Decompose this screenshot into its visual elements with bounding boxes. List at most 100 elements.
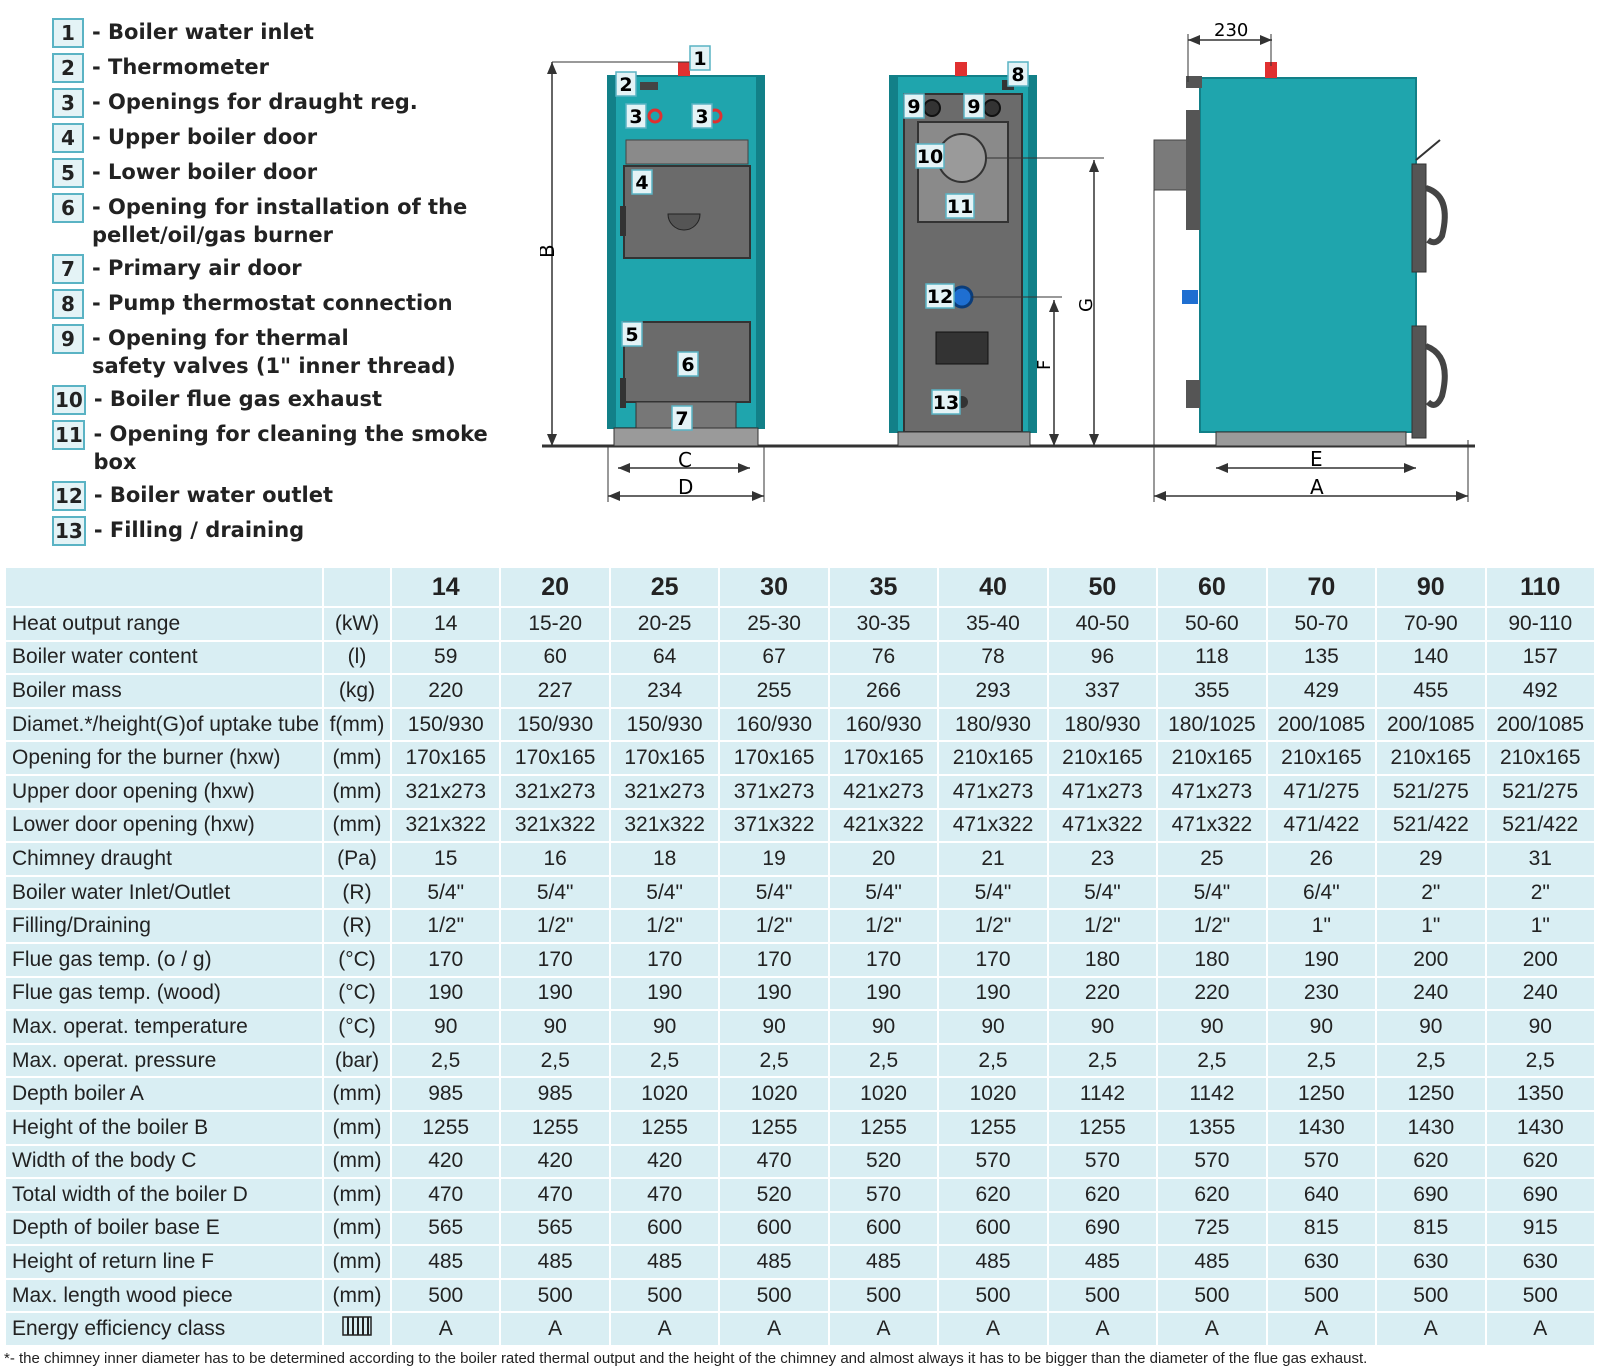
row-label: Filling/Draining [6, 910, 322, 942]
model-header: 60 [1158, 568, 1266, 606]
legend-text: - Thermometer [92, 55, 269, 79]
row-label: Upper door opening (hxw) [6, 775, 322, 808]
row-unit: (mm) [324, 775, 390, 808]
legend-text: - Upper boiler door [92, 125, 318, 149]
table-cell: 60 [501, 641, 609, 674]
table-cell: 5/4" [720, 876, 828, 909]
table-cell: A [939, 1313, 1047, 1346]
table-row: Flue gas temp. (o / g) (°C) 170 170 170 170 17… [6, 943, 1594, 976]
table-cell: 190 [829, 977, 938, 1010]
legend-text: - Boiler flue gas exhaust [93, 387, 383, 411]
table-cell: 1250 [1267, 1078, 1376, 1110]
legend-number: 11 [52, 420, 86, 450]
table-cell: 90 [939, 1011, 1047, 1043]
row-label: Width of the body C [6, 1145, 322, 1178]
legend-text: - Openings for draught reg. [92, 90, 418, 114]
callout-tag: 2 [615, 71, 637, 97]
table-cell: 5/4" [939, 876, 1047, 909]
table-cell: 421x273 [829, 775, 938, 808]
table-cell: 485 [829, 1246, 938, 1278]
table-cell: 220 [1158, 977, 1266, 1010]
callout-number: 9 [907, 96, 920, 118]
legend-item: 2 - Thermometer [52, 53, 532, 83]
table-cell: 620 [1048, 1179, 1157, 1211]
table-cell: 371x273 [720, 775, 828, 808]
table-cell: 14 [392, 608, 500, 640]
callout-number: 4 [635, 172, 648, 194]
legend-number: 4 [52, 123, 84, 153]
table-cell: A [720, 1313, 828, 1346]
table-cell: 190 [720, 977, 828, 1010]
callout-tag: 3 [691, 103, 713, 129]
legend-item: 6 - Opening for installation of the pelle… [52, 193, 532, 249]
row-label: Total width of the boiler D [6, 1179, 322, 1211]
table-cell: 140 [1377, 641, 1485, 674]
row-label: Flue gas temp. (o / g) [6, 943, 322, 976]
table-cell: 500 [392, 1279, 500, 1312]
legend-number: 6 [52, 193, 84, 223]
table-row: Height of the boiler B (mm) 1255 1255 1255 12… [6, 1111, 1594, 1144]
table-cell: 520 [829, 1145, 938, 1178]
table-cell: 200/1085 [1486, 708, 1594, 741]
table-cell: 485 [392, 1246, 500, 1278]
legend-number: 12 [52, 481, 86, 511]
row-label: Opening for the burner (hxw) [6, 742, 322, 774]
table-cell: 170 [501, 943, 609, 976]
table-cell: 1350 [1486, 1078, 1594, 1110]
table-cell: 570 [1158, 1145, 1266, 1178]
table-cell: 1" [1377, 910, 1485, 942]
legend-item: 10 - Boiler flue gas exhaust [52, 385, 532, 415]
table-cell: 565 [501, 1212, 609, 1245]
table-cell: 90 [1048, 1011, 1157, 1043]
legend-item: 8 - Pump thermostat connection [52, 289, 532, 319]
callout-number: 10 [917, 146, 943, 168]
table-cell: 521/422 [1377, 809, 1485, 842]
table-cell: 30-35 [829, 608, 938, 640]
table-cell: 1255 [939, 1111, 1047, 1144]
table-cell: 1142 [1158, 1078, 1266, 1110]
row-unit: (R) [324, 910, 390, 942]
table-cell: 90 [1486, 1011, 1594, 1043]
row-unit: (°C) [324, 977, 390, 1010]
row-label: Lower door opening (hxw) [6, 809, 322, 842]
row-unit: (mm) [324, 742, 390, 774]
legend-item: 7 - Primary air door [52, 254, 532, 284]
table-cell: 5/4" [1158, 876, 1266, 909]
table-row: Height of return line F (mm) 485 485 485 485 4… [6, 1246, 1594, 1278]
callout-number: 9 [967, 96, 980, 118]
row-label: Boiler water content [6, 641, 322, 674]
table-cell: 1430 [1267, 1111, 1376, 1144]
table-row: Depth of boiler base E (mm) 565 565 600 600 60… [6, 1212, 1594, 1245]
legend-number: 9 [52, 324, 84, 354]
table-cell: 234 [610, 675, 719, 707]
model-header: 14 [392, 568, 500, 606]
dim-letter-c: C [678, 448, 692, 472]
table-cell: 190 [939, 977, 1047, 1010]
table-cell: 200/1085 [1267, 708, 1376, 741]
table-cell: 90 [720, 1011, 828, 1043]
table-cell: 471/275 [1267, 775, 1376, 808]
table-cell: 70-90 [1377, 608, 1485, 640]
table-cell: 6/4" [1267, 876, 1376, 909]
table-row: Max. operat. pressure (bar) 2,5 2,5 2,5 2,5 2,… [6, 1044, 1594, 1077]
table-cell: 470 [610, 1179, 719, 1211]
table-row: Total width of the boiler D (mm) 470 470 470… [6, 1179, 1594, 1211]
table-cell: 190 [392, 977, 500, 1010]
table-cell: 1" [1267, 910, 1376, 942]
legend-item: 5 - Lower boiler door [52, 158, 532, 188]
row-unit: (mm) [324, 1279, 390, 1312]
table-cell: 170 [829, 943, 938, 976]
table-cell: 135 [1267, 641, 1376, 674]
table-cell: 471x322 [1048, 809, 1157, 842]
legend-item: 4 - Upper boiler door [52, 123, 532, 153]
table-cell: 240 [1377, 977, 1485, 1010]
table-row: Upper door opening (hxw) (mm) 321x273 321x2… [6, 775, 1594, 808]
table-cell: 96 [1048, 641, 1157, 674]
table-cell: 500 [720, 1279, 828, 1312]
table-cell: 78 [939, 641, 1047, 674]
table-cell: 1142 [1048, 1078, 1157, 1110]
table-cell: 470 [720, 1145, 828, 1178]
table-cell: A [1267, 1313, 1376, 1346]
table-cell: 985 [501, 1078, 609, 1110]
table-cell: 20-25 [610, 608, 719, 640]
